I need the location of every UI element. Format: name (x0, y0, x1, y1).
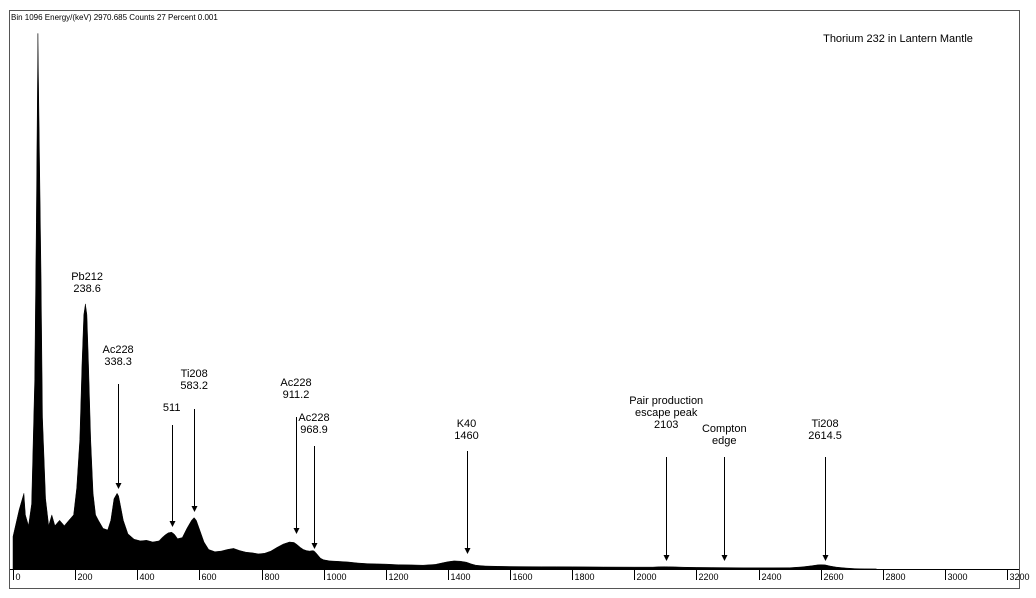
x-tick-label: 2200 (699, 572, 719, 582)
peak-label: Pb212 (71, 271, 103, 283)
peak-label: 238.6 (73, 283, 101, 295)
peak-arrow-head (115, 483, 122, 489)
x-tick-label: 1400 (451, 572, 471, 582)
peak-arrow-head (169, 521, 176, 527)
peak-label: 511 (163, 402, 181, 414)
peak-arrow-head (293, 528, 300, 534)
peak-label: Pair production (629, 395, 703, 407)
peak-label: Ac228 (280, 377, 311, 389)
status-bar-readout: Bin 1096 Energy/(keV) 2970.685 Counts 27… (11, 13, 218, 22)
peak-label: Ti208 (812, 418, 839, 430)
x-tick-label: 0 (16, 572, 21, 582)
x-axis: 0 200 400 600 800 1000 1200 1400 1600 1800 2000 220… (10, 569, 1030, 582)
plot-frame (9, 10, 1020, 589)
peak-label: K40 (457, 418, 477, 430)
peak-arrow-head (464, 548, 471, 554)
x-tick-label: 1800 (575, 572, 595, 582)
peak-arrow-head (191, 506, 198, 512)
peak-label: Ac228 (298, 412, 329, 424)
peak-label: 583.2 (180, 380, 208, 392)
x-tick-label: 600 (202, 572, 217, 582)
peak-label: Ac228 (102, 344, 133, 356)
peak-label: 911.2 (283, 389, 310, 401)
x-tick-label: 800 (265, 572, 280, 582)
peak-arrow-head (663, 555, 670, 561)
x-tick-label: 200 (78, 572, 93, 582)
x-tick-label: 2600 (824, 572, 844, 582)
x-tick-label: 2000 (637, 572, 657, 582)
spectrum-area (12, 33, 877, 570)
peak-label: 968.9 (300, 424, 328, 436)
peak-annotation: 511 (163, 402, 181, 527)
peak-label: 338.3 (104, 356, 132, 368)
peak-label: Ti208 (181, 368, 208, 380)
x-tick-label: 1000 (327, 572, 347, 582)
x-tick-label: 1200 (389, 572, 409, 582)
chart-title: Thorium 232 in Lantern Mantle (823, 33, 973, 45)
peak-label: Compton (702, 423, 747, 435)
peak-label: 2614.5 (808, 430, 842, 442)
x-tick-label: 2400 (762, 572, 782, 582)
peak-arrow-head (311, 543, 318, 549)
peak-label: escape peak (635, 407, 698, 419)
x-tick-label: 400 (140, 572, 155, 582)
x-tick-label: 2800 (886, 572, 906, 582)
peak-label: edge (712, 435, 736, 447)
peak-arrow-head (721, 555, 728, 561)
x-tick-label: 1600 (513, 572, 533, 582)
peak-label: 1460 (454, 430, 478, 442)
x-tick-label: 3200 (1010, 572, 1030, 582)
peak-arrow-head (822, 555, 829, 561)
peak-label: 2103 (654, 419, 678, 431)
x-tick-label: 3000 (948, 572, 968, 582)
